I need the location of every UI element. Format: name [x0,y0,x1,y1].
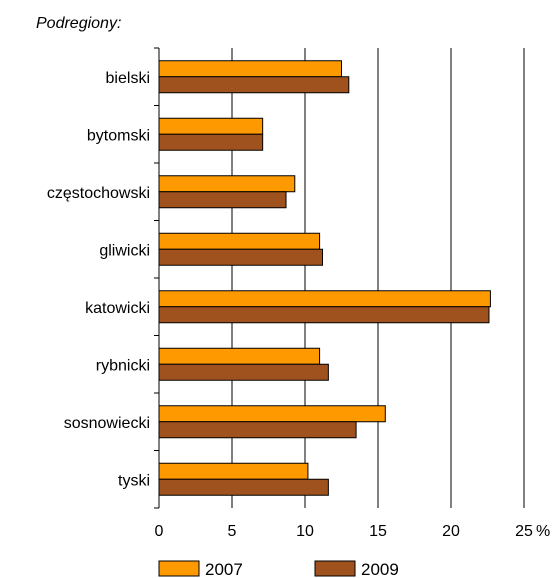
bar-gliwicki-2007 [158,232,321,250]
category-labels: bielski bytomski częstochowski gliwicki kato… [47,70,150,490]
category-label: gliwicki [99,242,150,259]
category-label: tyski [118,472,150,489]
bar-katowicki-2007 [158,290,491,308]
bar-bielski-2007 [158,60,342,78]
legend: 2007 2009 [158,560,399,578]
chart-heading: Podregiony: [36,15,121,32]
legend-label-2007: 2007 [205,560,243,578]
grid-lines [154,47,525,509]
category-label: bielski [106,70,150,87]
bar-tyski-2007 [158,462,309,480]
x-tick-label: 20 [442,523,460,540]
legend-label-2009: 2009 [361,560,399,578]
bar-sosnowiecki-2009 [158,421,357,439]
bar-rybnicki-2009 [158,363,329,381]
category-label: sosnowiecki [64,415,150,432]
category-label: częstochowski [47,185,150,202]
bar-rybnicki-2007 [158,347,321,365]
x-tick-label: 15 [369,523,387,540]
bar-gliwicki-2009 [158,248,324,266]
legend-swatch-2007 [158,560,200,577]
bar-sosnowiecki-2007 [158,405,386,423]
bar-katowicki-2009 [158,306,490,324]
bar-bytomski-2009 [158,133,264,151]
category-label: katowicki [85,300,150,317]
bar-częstochowski-2007 [158,175,296,193]
x-axis-unit: % [536,523,550,540]
category-label: rybnicki [96,357,150,374]
bar-bytomski-2007 [158,117,264,135]
bar-częstochowski-2009 [158,191,287,209]
x-tick-label: 5 [228,523,237,540]
bars [158,60,491,496]
category-label: bytomski [87,127,150,144]
bar-bielski-2009 [158,76,350,94]
x-tick-label: 25 [515,523,533,540]
legend-swatch-2009 [314,560,356,577]
x-tick-label: 10 [296,523,314,540]
x-tick-label: 0 [155,523,164,540]
bar-tyski-2009 [158,478,329,496]
x-axis-ticks: 0 5 10 15 20 25 [155,523,533,540]
